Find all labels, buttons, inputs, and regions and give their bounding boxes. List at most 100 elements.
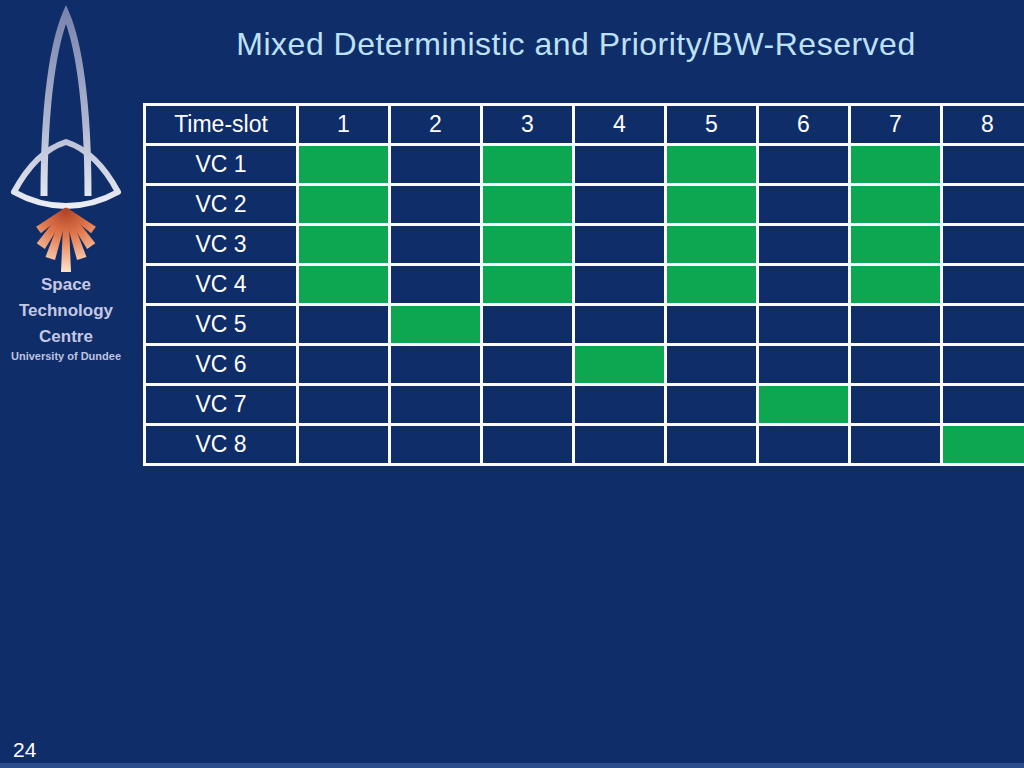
logo-university-line: University of Dundee: [0, 350, 132, 362]
slot-cell-vc-4-1: [298, 265, 390, 305]
table-row-vc-5: VC 5: [145, 305, 1024, 345]
header-cell-slot-6: 6: [758, 105, 850, 145]
slot-cell-vc-8-4: [574, 425, 666, 465]
slot-cell-vc-6-1: [298, 345, 390, 385]
slot-cell-vc-7-4: [574, 385, 666, 425]
table-row-vc-1: VC 1: [145, 145, 1024, 185]
timeslot-table-container: Time-slot12345678 VC 1VC 2VC 3VC 4VC 5VC…: [143, 103, 1024, 466]
slide-title: Mixed Deterministic and Priority/BW-Rese…: [140, 26, 1012, 63]
slot-cell-vc-8-3: [482, 425, 574, 465]
table-row-vc-6: VC 6: [145, 345, 1024, 385]
slot-cell-vc-8-8: [942, 425, 1024, 465]
logo-org-name: Space Technology Centre: [0, 272, 132, 350]
slide: Space Technology Centre University of Du…: [0, 0, 1024, 768]
slot-cell-vc-2-7: [850, 185, 942, 225]
slot-cell-vc-7-3: [482, 385, 574, 425]
slot-cell-vc-6-2: [390, 345, 482, 385]
slot-cell-vc-5-2: [390, 305, 482, 345]
slot-cell-vc-1-1: [298, 145, 390, 185]
table-header-row: Time-slot12345678: [145, 105, 1024, 145]
logo-line-space: Space: [0, 272, 132, 298]
slot-cell-vc-2-8: [942, 185, 1024, 225]
slot-cell-vc-5-7: [850, 305, 942, 345]
slot-cell-vc-3-2: [390, 225, 482, 265]
slot-cell-vc-7-5: [666, 385, 758, 425]
slot-cell-vc-4-4: [574, 265, 666, 305]
row-label: VC 1: [145, 145, 298, 185]
slot-cell-vc-8-5: [666, 425, 758, 465]
row-label: VC 4: [145, 265, 298, 305]
slot-cell-vc-3-5: [666, 225, 758, 265]
slot-cell-vc-1-8: [942, 145, 1024, 185]
slot-cell-vc-5-4: [574, 305, 666, 345]
slot-cell-vc-5-8: [942, 305, 1024, 345]
row-label: VC 5: [145, 305, 298, 345]
header-cell-slot-8: 8: [942, 105, 1024, 145]
slot-cell-vc-2-6: [758, 185, 850, 225]
rocket-icon: [0, 4, 132, 274]
table-row-vc-2: VC 2: [145, 185, 1024, 225]
header-cell-slot-5: 5: [666, 105, 758, 145]
timeslot-table: Time-slot12345678 VC 1VC 2VC 3VC 4VC 5VC…: [143, 103, 1024, 466]
slot-cell-vc-8-6: [758, 425, 850, 465]
slot-cell-vc-2-4: [574, 185, 666, 225]
header-cell-slot-1: 1: [298, 105, 390, 145]
table-row-vc-3: VC 3: [145, 225, 1024, 265]
slot-cell-vc-3-6: [758, 225, 850, 265]
slot-cell-vc-7-6: [758, 385, 850, 425]
slot-cell-vc-3-7: [850, 225, 942, 265]
slot-cell-vc-1-4: [574, 145, 666, 185]
slot-cell-vc-6-7: [850, 345, 942, 385]
slot-cell-vc-3-1: [298, 225, 390, 265]
slot-cell-vc-1-2: [390, 145, 482, 185]
header-cell-slot-7: 7: [850, 105, 942, 145]
table-body: VC 1VC 2VC 3VC 4VC 5VC 6VC 7VC 8: [145, 145, 1024, 465]
bottom-strip: [0, 763, 1024, 768]
header-cell-slot-4: 4: [574, 105, 666, 145]
page-number: 24: [13, 738, 36, 762]
slot-cell-vc-8-7: [850, 425, 942, 465]
slot-cell-vc-7-8: [942, 385, 1024, 425]
slot-cell-vc-7-2: [390, 385, 482, 425]
logo-line-centre: Centre: [0, 324, 132, 350]
table-row-vc-8: VC 8: [145, 425, 1024, 465]
slot-cell-vc-4-7: [850, 265, 942, 305]
slot-cell-vc-8-2: [390, 425, 482, 465]
space-technology-centre-logo: Space Technology Centre University of Du…: [0, 0, 132, 380]
slot-cell-vc-5-3: [482, 305, 574, 345]
row-label: VC 2: [145, 185, 298, 225]
logo-line-technology: Technology: [0, 298, 132, 324]
row-label: VC 3: [145, 225, 298, 265]
slot-cell-vc-4-3: [482, 265, 574, 305]
slot-cell-vc-5-1: [298, 305, 390, 345]
row-label: VC 6: [145, 345, 298, 385]
slot-cell-vc-5-6: [758, 305, 850, 345]
slot-cell-vc-4-8: [942, 265, 1024, 305]
slot-cell-vc-6-3: [482, 345, 574, 385]
slot-cell-vc-3-4: [574, 225, 666, 265]
slot-cell-vc-1-6: [758, 145, 850, 185]
slot-cell-vc-1-7: [850, 145, 942, 185]
slot-cell-vc-2-1: [298, 185, 390, 225]
slot-cell-vc-3-3: [482, 225, 574, 265]
slot-cell-vc-6-5: [666, 345, 758, 385]
slot-cell-vc-8-1: [298, 425, 390, 465]
slot-cell-vc-6-6: [758, 345, 850, 385]
slot-cell-vc-2-2: [390, 185, 482, 225]
slot-cell-vc-4-2: [390, 265, 482, 305]
slot-cell-vc-7-7: [850, 385, 942, 425]
slot-cell-vc-1-3: [482, 145, 574, 185]
slot-cell-vc-4-6: [758, 265, 850, 305]
slot-cell-vc-2-3: [482, 185, 574, 225]
header-cell-timeslot: Time-slot: [145, 105, 298, 145]
header-cell-slot-3: 3: [482, 105, 574, 145]
header-cell-slot-2: 2: [390, 105, 482, 145]
table-row-vc-4: VC 4: [145, 265, 1024, 305]
slot-cell-vc-6-4: [574, 345, 666, 385]
slot-cell-vc-7-1: [298, 385, 390, 425]
slot-cell-vc-2-5: [666, 185, 758, 225]
slot-cell-vc-3-8: [942, 225, 1024, 265]
slot-cell-vc-6-8: [942, 345, 1024, 385]
row-label: VC 7: [145, 385, 298, 425]
slot-cell-vc-1-5: [666, 145, 758, 185]
